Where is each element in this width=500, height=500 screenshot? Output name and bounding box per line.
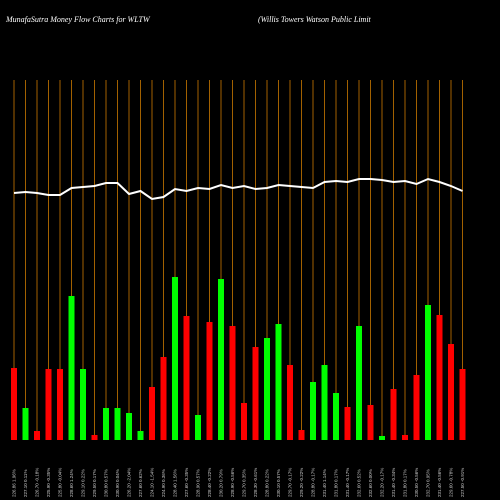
bar xyxy=(206,322,213,440)
x-tick-label: 227.60 -0.35% xyxy=(184,468,189,497)
bar xyxy=(448,344,454,440)
x-tick-label: 231.40 -0.34% xyxy=(391,468,396,497)
x-tick-label: 227.10 0.11% xyxy=(23,470,28,497)
bar xyxy=(137,431,144,440)
x-tick-label: 226.20 -2.04% xyxy=(127,468,132,497)
x-tick-label: 229.50 0.17% xyxy=(92,469,97,497)
bar xyxy=(367,405,374,440)
x-tick-label: 225.80 -0.04% xyxy=(58,468,63,497)
x-tick-label: 230.50 -0.56% xyxy=(414,468,419,497)
bar xyxy=(298,430,305,440)
bar xyxy=(126,413,132,440)
bar xyxy=(333,393,339,440)
x-tick-label: 226.86 1.96% xyxy=(12,469,17,497)
bar xyxy=(379,436,385,440)
x-tick-label: 231.40 -0.17% xyxy=(345,468,350,497)
bar xyxy=(22,408,29,440)
bar xyxy=(425,305,431,440)
bar xyxy=(80,369,86,440)
x-tick-label: 228.30 -0.61% xyxy=(253,468,258,497)
chart-subtitle: (Willis Towers Watson Public Limit xyxy=(258,15,372,24)
bar xyxy=(91,435,98,440)
bar xyxy=(413,375,420,440)
bar xyxy=(241,403,247,440)
bar xyxy=(45,369,52,440)
bar xyxy=(103,408,109,440)
bar xyxy=(356,326,362,440)
bar xyxy=(160,357,167,440)
bar xyxy=(344,407,351,440)
bar xyxy=(195,415,201,440)
bar xyxy=(321,365,328,440)
bar xyxy=(402,435,408,440)
bar xyxy=(172,277,178,440)
x-tick-label: 224.90 0.36% xyxy=(161,469,166,497)
x-tick-label: 226.70 -0.18% xyxy=(35,468,40,497)
x-tick-label: 227.50 -0.91% xyxy=(460,468,465,497)
bar xyxy=(459,369,466,440)
bar xyxy=(149,387,155,440)
x-tick-label: 231.80 0.17% xyxy=(334,469,339,497)
x-tick-label: 232.60 0.52% xyxy=(357,469,362,497)
x-tick-label: 229.70 -0.17% xyxy=(288,468,293,497)
x-tick-label: 228.40 -0.22% xyxy=(207,468,212,497)
bar xyxy=(183,316,190,440)
x-tick-label: 228.60 1.24% xyxy=(69,469,74,497)
bar xyxy=(114,408,121,440)
bar xyxy=(275,324,282,440)
x-tick-label: 229.60 -0.78% xyxy=(449,468,454,497)
x-tick-label: 232.70 0.95% xyxy=(426,469,431,497)
bar xyxy=(264,338,270,440)
x-tick-label: 231.40 -0.56% xyxy=(437,468,442,497)
x-tick-label: 230.10 0.57% xyxy=(276,469,281,497)
x-tick-label: 224.10 -1.54% xyxy=(150,468,155,497)
bar xyxy=(287,365,293,440)
bar xyxy=(310,382,316,440)
x-tick-label: 227.60 0.62% xyxy=(138,469,143,497)
x-tick-label: 228.80 -0.17% xyxy=(311,468,316,497)
x-tick-label: 230.90 0.04% xyxy=(115,469,120,497)
flow-line xyxy=(13,177,463,201)
x-tick-label: 228.80 0.22% xyxy=(265,469,270,497)
bar xyxy=(252,347,259,440)
bar xyxy=(218,279,224,440)
x-tick-label: 228.40 1.56% xyxy=(173,469,178,497)
x-tick-label: 232.60 0.00% xyxy=(368,469,373,497)
x-tick-label: 228.90 0.57% xyxy=(196,469,201,497)
bar xyxy=(68,296,75,440)
x-tick-label: 225.90 -0.35% xyxy=(46,468,51,497)
bar xyxy=(34,431,40,440)
x-tick-label: 231.80 0.17% xyxy=(403,469,408,497)
chart-title: MunafaSutra Money Flow Charts for WLTW xyxy=(5,15,151,24)
x-tick-label: 229.10 0.22% xyxy=(81,469,86,497)
x-tick-label: 231.40 1.14% xyxy=(322,469,327,497)
x-tick-label: 230.20 0.79% xyxy=(219,469,224,497)
bar xyxy=(11,368,17,440)
bar xyxy=(57,369,63,440)
x-tick-label: 232.20 -0.17% xyxy=(380,468,385,497)
x-tick-label: 229.20 -0.22% xyxy=(299,468,304,497)
bar xyxy=(390,389,397,440)
x-tick-label: 229.70 0.35% xyxy=(242,469,247,497)
x-tick-label: 230.80 0.57% xyxy=(104,469,109,497)
bar xyxy=(436,315,443,440)
bar xyxy=(229,326,236,440)
x-tick-label: 228.90 -0.56% xyxy=(230,468,235,497)
